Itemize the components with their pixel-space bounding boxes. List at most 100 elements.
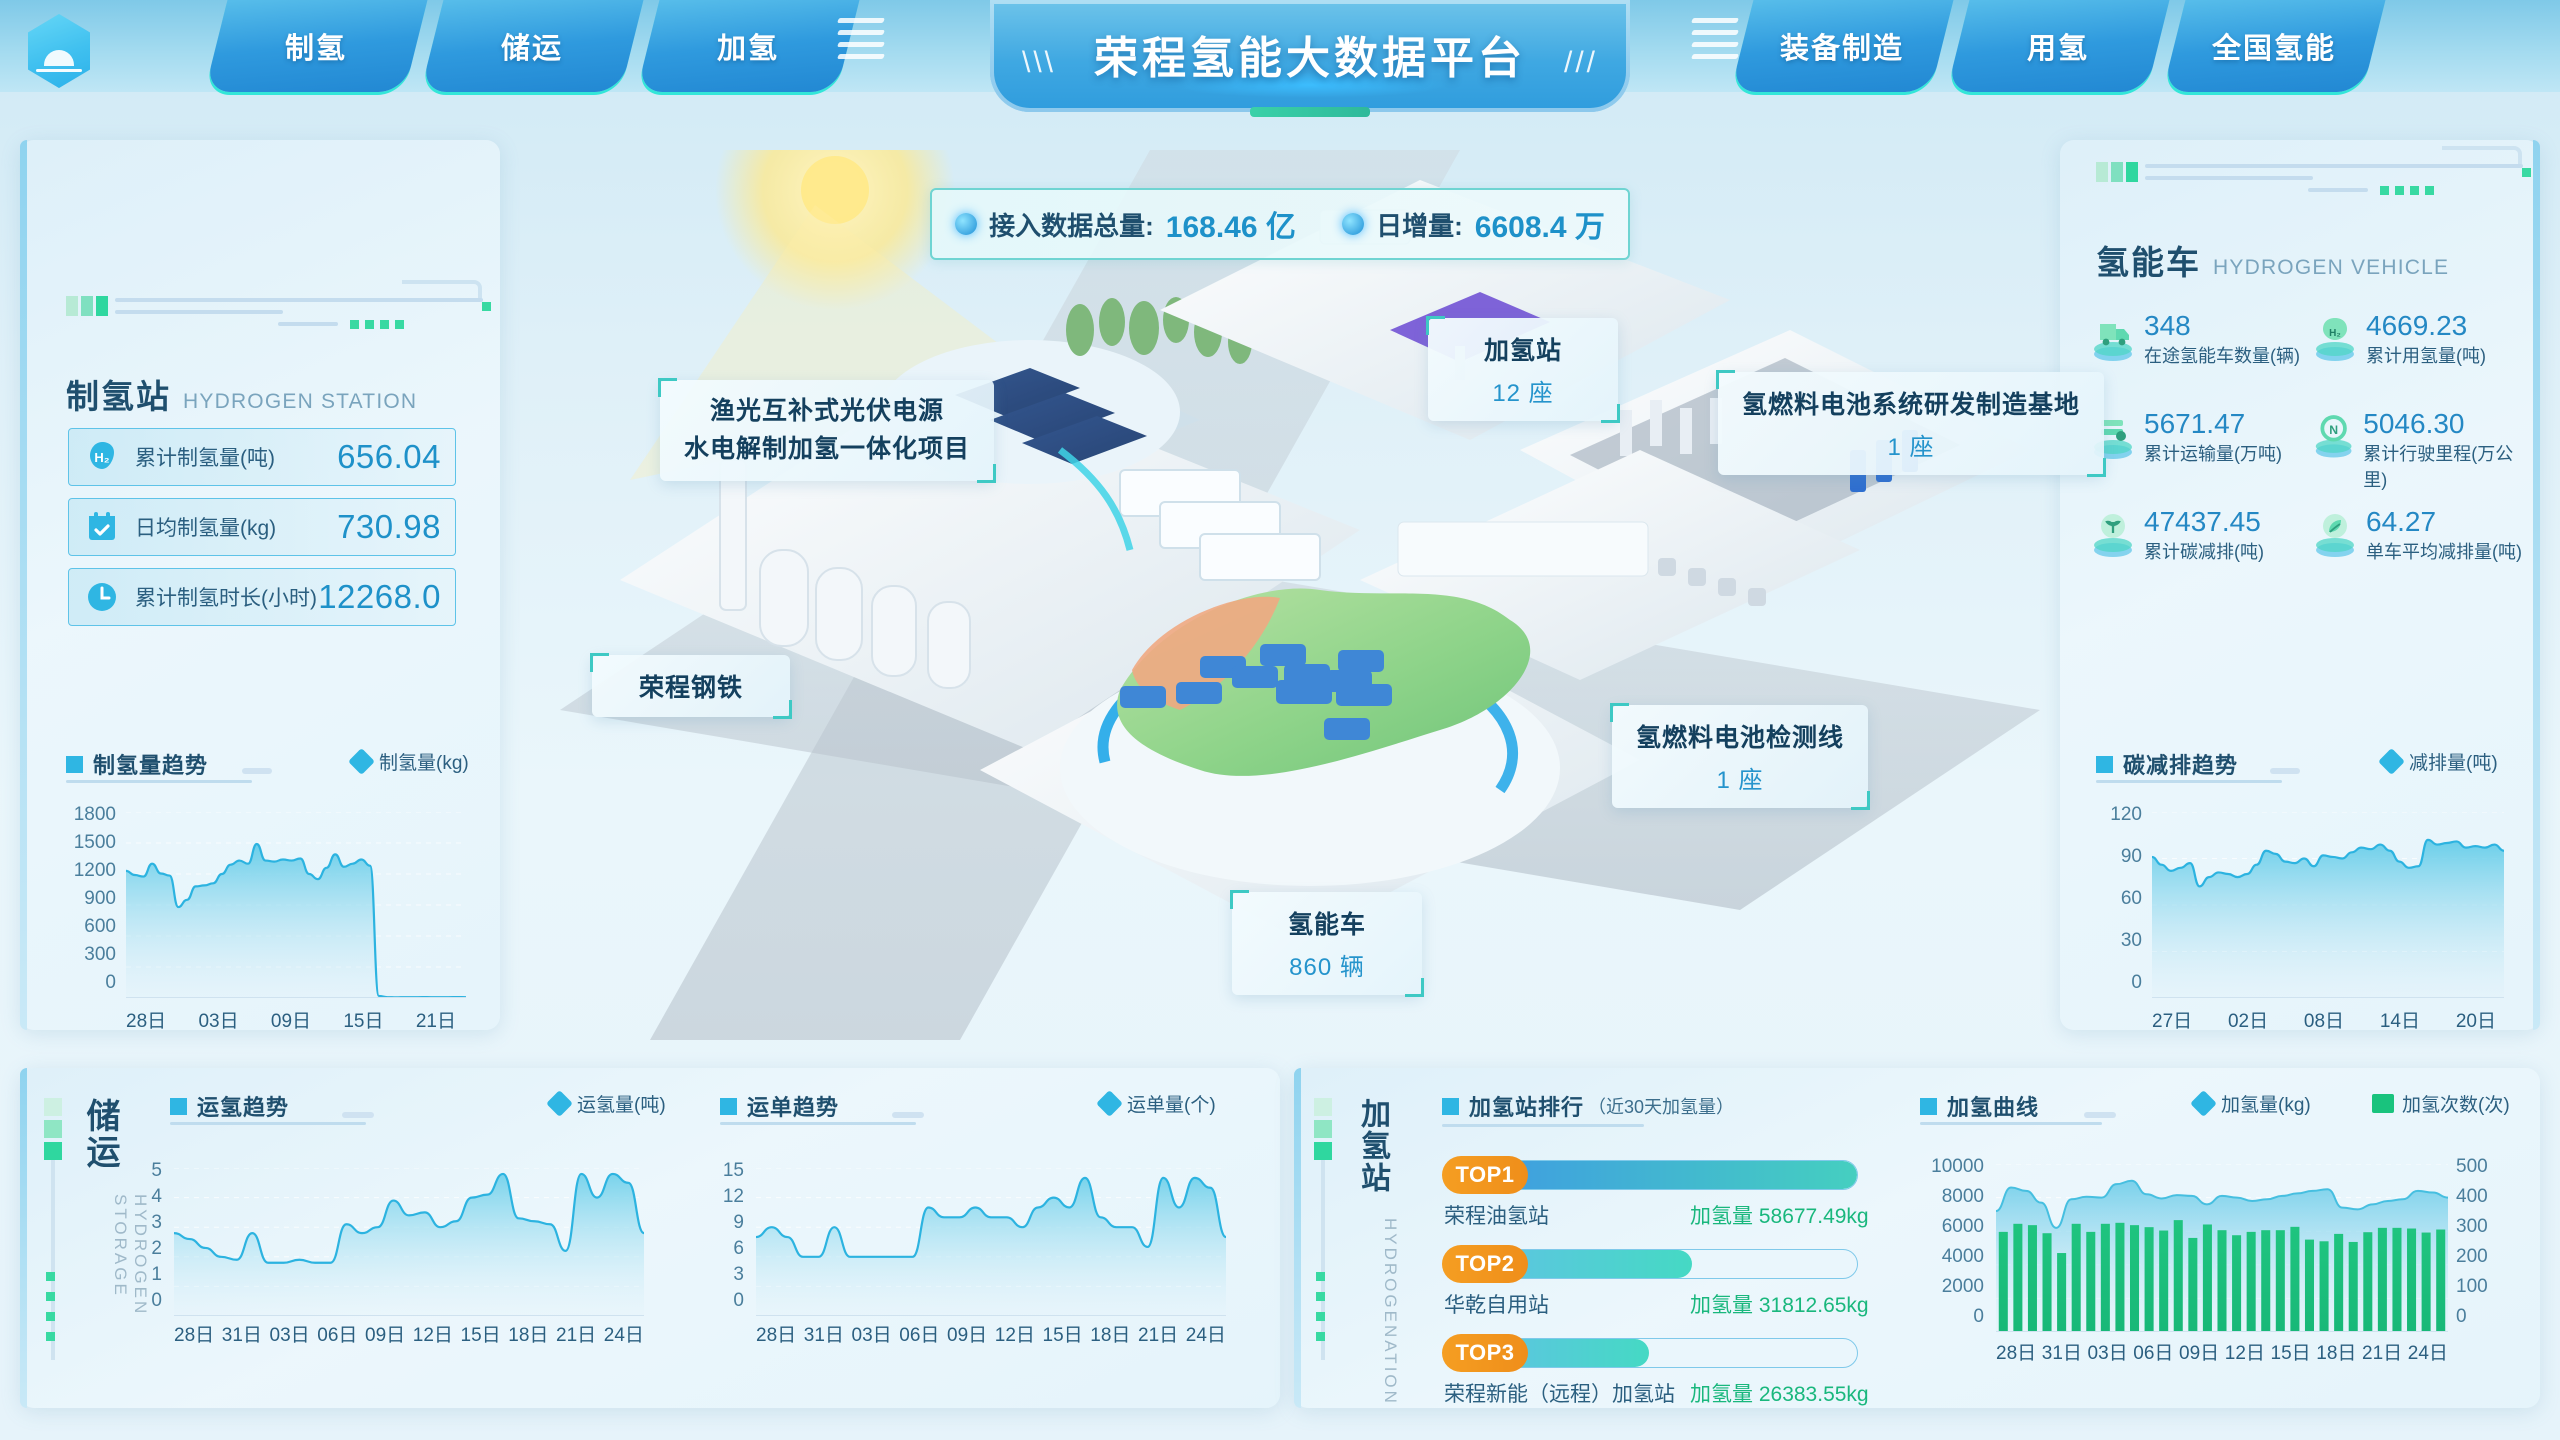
trans-xtick-2: 03日 [269, 1325, 310, 1346]
curve-xtick-6: 15日 [2270, 1343, 2311, 1364]
data-daily-label: 日增量: [1376, 210, 1463, 241]
wb-ytick-0: 0 [733, 1290, 744, 1311]
curve-y2tick-100: 100 [2456, 1276, 2488, 1297]
stat-value-total-hours: 12268.0 [318, 578, 441, 615]
panel-left-edge [20, 140, 27, 1030]
nav-tab-equipment-manufacturing[interactable]: 装备制造 [1730, 0, 1954, 92]
transport-legend-label: 运氢量(吨) [577, 1095, 666, 1116]
hexagon-sunrise-logo-icon [28, 14, 90, 88]
nav-tab-hydrogenation[interactable]: 加氢 [636, 0, 860, 92]
carbon-chart-rule2 [2270, 768, 2300, 774]
prod-ytick-1500: 1500 [73, 832, 116, 853]
curve-legend-bar: 加氢次数(次) [2372, 1090, 2510, 1117]
carbon-area-svg [2152, 812, 2504, 998]
curve-xtick-9: 24日 [2407, 1343, 2448, 1364]
wb-xtick-0: 28日 [756, 1325, 797, 1346]
carbon-xaxis: 27日 02日 08日 14日 20日 [2152, 1006, 2496, 1033]
carbon-xtick-2: 08日 [2303, 1011, 2345, 1032]
curve-rule [1920, 1122, 2102, 1125]
header-tick-deco-left [836, 18, 886, 74]
vehicle-deco-blocks [2096, 162, 2138, 182]
pv-project-line1: 渔光互补式光伏电源 [710, 397, 945, 425]
total-usage-label: 累计用氢量(吨) [2366, 346, 2486, 366]
rank-badge-2: TOP2 [1442, 1245, 1528, 1283]
production-chart: 1800 1500 1200 900 600 300 0 28日 03日 09日… [54, 804, 474, 1032]
curve-ytick-8000: 8000 [1941, 1186, 1984, 1207]
rank-amount-2: 加氢量 31812.65kg [1690, 1294, 1869, 1317]
prod-xtick-0: 28日 [126, 1011, 167, 1032]
stat-row-total-production[interactable]: H₂ 累计制氢量(吨) 656.04 [68, 428, 456, 486]
production-xaxis: 28日 03日 09日 15日 21日 [126, 1006, 456, 1033]
prod-ytick-0: 0 [105, 972, 116, 993]
vehicle-deco-line-3 [2308, 188, 2368, 192]
sunrise-glyph [36, 50, 82, 72]
vehicle-stat-transport-volume[interactable]: 5671.47 累计运输量(万吨) [2090, 408, 2305, 466]
curve-xtick-2: 03日 [2087, 1343, 2128, 1364]
vehicle-stat-avg-reduction[interactable]: 64.27 单车平均减排量(吨) [2312, 506, 2527, 564]
carbon-xtick-3: 14日 [2379, 1011, 2420, 1032]
pv-project-line2: 水电解制加氢一体化项目 [684, 434, 971, 463]
storage-rail-title-en: HYDROGEN STORAGE [111, 1194, 150, 1317]
nav-tab-national-hydrogen[interactable]: 全国氢能 [2162, 0, 2386, 92]
hydrogenation-rail-title-cn: 加氢站 [1356, 1098, 1389, 1194]
data-daily-group: 日增量: 6608.4 万 [1342, 202, 1605, 246]
vehicle-stat-mileage[interactable]: N 5046.30 累计行驶里程(万公里) [2312, 408, 2527, 492]
svg-text:H₂: H₂ [94, 450, 109, 465]
curve-xtick-3: 06日 [2133, 1343, 2174, 1364]
rank-rule [1442, 1124, 1644, 1127]
carbon-ytick-0: 0 [2131, 972, 2142, 993]
carbon-chart-rule [2096, 780, 2282, 783]
scene-label-fc-base[interactable]: 氢燃料电池系统研发制造基地 1 座 [1715, 370, 2107, 477]
curve-xaxis: 28日 31日 03日 06日 09日 12日 15日 18日 21日 24日 [1996, 1338, 2448, 1365]
waybill-xaxis: 28日 31日 03日 06日 09日 12日 15日 18日 21日 24日 [756, 1320, 1226, 1347]
stat-value-daily-avg: 730.98 [337, 508, 441, 545]
title-shell [990, 0, 1630, 112]
rank-track-1 [1498, 1160, 1858, 1190]
scene-label-pv-project[interactable]: 渔光互补式光伏电源 水电解制加氢一体化项目 [657, 378, 997, 483]
stat-label-total-production: 累计制氢量(吨) [135, 447, 275, 470]
vehicle-stat-total-usage[interactable]: H₂ 4669.23 累计用氢量(吨) [2312, 310, 2527, 368]
stat-row-daily-avg[interactable]: 日均制氢量(kg) 730.98 [68, 498, 456, 556]
title-container: 荣程氢能大数据平台 \\\ /// [960, 0, 1660, 118]
prod-xtick-4: 21日 [415, 1011, 456, 1032]
rank-title: 加氢站排行 [1469, 1095, 1585, 1120]
scene-label-h2-vehicle[interactable]: 氢能车 860 辆 [1230, 890, 1424, 997]
rank-subtitle: （近30天加氢量） [1588, 1097, 1735, 1117]
curve-xtick-8: 21日 [2362, 1343, 2403, 1364]
storage-rail-title-cn: 储运 [81, 1098, 119, 1170]
title-glow [1170, 72, 1450, 98]
data-total-value: 168.46 亿 [1165, 211, 1296, 244]
vehicle-stat-carbon-reduction[interactable]: 47437.45 累计碳减排(吨) [2090, 506, 2305, 564]
panel-deco-line-3 [278, 322, 338, 326]
storage-rail-chips [44, 1098, 62, 1164]
storage-rail: 储运 HYDROGEN STORAGE [34, 1084, 150, 1392]
h2-cloud-icon: H₂ [83, 438, 121, 476]
vehicle-stat-in-transit[interactable]: 348 在途氢能车数量(辆) [2090, 310, 2305, 368]
rank-name-2: 华乾自用站 [1444, 1294, 1549, 1317]
curve-xtick-4: 09日 [2179, 1343, 2220, 1364]
chart-marker-icon [66, 755, 83, 773]
waybill-area-svg [756, 1168, 1226, 1316]
scene-label-h2-station[interactable]: 加氢站 12 座 [1426, 316, 1620, 423]
wb-ytick-12: 12 [722, 1186, 744, 1207]
scene-label-fc-line[interactable]: 氢燃料电池检测线 1 座 [1609, 703, 1871, 810]
curve-heading: 加氢曲线 [1920, 1090, 2039, 1122]
nav-tab-hydrogen-use[interactable]: 用氢 [1946, 0, 2170, 92]
carbon-chart-heading: 碳减排趋势 [2096, 748, 2238, 780]
carbon-reduction-value: 47437.45 [2144, 506, 2261, 537]
stat-row-total-hours[interactable]: 累计制氢时长(小时) 12268.0 [68, 568, 456, 626]
title-slash-left: \\\ [1022, 46, 1057, 79]
wb-ytick-9: 9 [733, 1212, 744, 1233]
trans-ytick-2: 2 [151, 1238, 162, 1259]
data-dot-icon [955, 213, 978, 235]
wb-xtick-7: 18日 [1090, 1325, 1131, 1346]
curve-title: 加氢曲线 [1947, 1095, 2040, 1120]
fc-line-title: 氢燃料电池检测线 [1636, 724, 1845, 752]
transport-chart-rule2 [342, 1112, 374, 1118]
nav-tab-storage-transport[interactable]: 储运 [420, 0, 644, 92]
wb-xtick-8: 21日 [1138, 1325, 1179, 1346]
scene-label-steel[interactable]: 荣程钢铁 [590, 653, 792, 719]
nav-tab-hydrogen-production[interactable]: 制氢 [204, 0, 428, 92]
transport-chart-heading: 运氢趋势 [170, 1090, 289, 1122]
vehicle-deco-corner [2442, 146, 2522, 164]
